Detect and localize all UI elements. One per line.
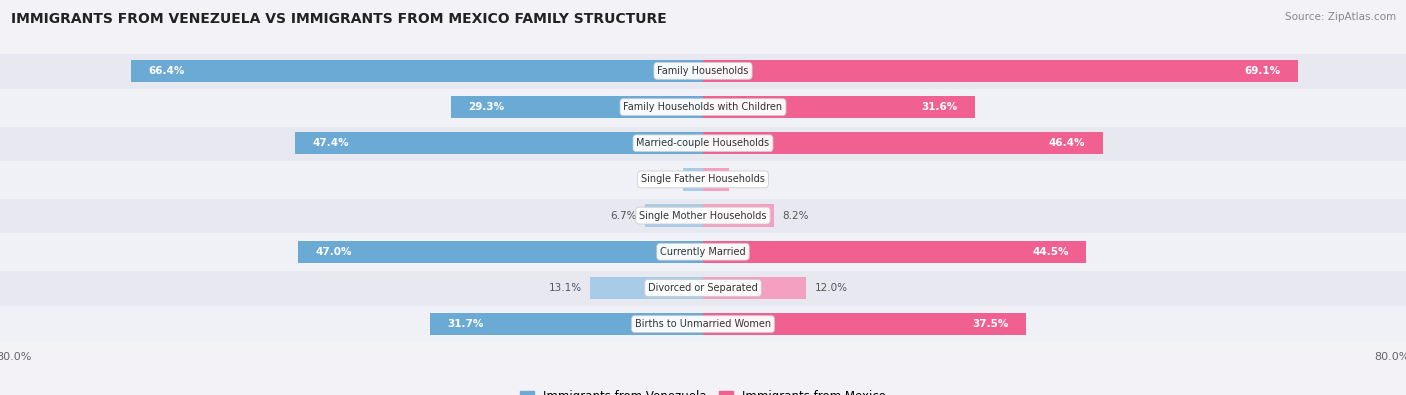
Text: 29.3%: 29.3% (468, 102, 503, 112)
Bar (0, 271, 1406, 305)
Text: 12.0%: 12.0% (815, 283, 848, 293)
Text: 47.0%: 47.0% (315, 247, 352, 257)
Bar (703, 132, 1102, 154)
Text: 2.3%: 2.3% (648, 175, 675, 184)
Bar (298, 241, 703, 263)
Bar (0, 235, 1406, 268)
Bar (451, 96, 703, 118)
Bar (295, 132, 703, 154)
Text: 31.6%: 31.6% (922, 102, 957, 112)
Text: Family Households: Family Households (658, 66, 748, 76)
Text: Married-couple Households: Married-couple Households (637, 138, 769, 148)
Text: 8.2%: 8.2% (782, 211, 808, 220)
Text: Single Father Households: Single Father Households (641, 175, 765, 184)
Text: 69.1%: 69.1% (1244, 66, 1281, 76)
Text: 47.4%: 47.4% (312, 138, 349, 148)
Text: Divorced or Separated: Divorced or Separated (648, 283, 758, 293)
Bar (703, 241, 1087, 263)
Text: 66.4%: 66.4% (149, 66, 184, 76)
Bar (703, 96, 976, 118)
Text: 3.0%: 3.0% (738, 175, 763, 184)
Bar (683, 168, 703, 191)
Bar (0, 90, 1406, 124)
Text: Births to Unmarried Women: Births to Unmarried Women (636, 319, 770, 329)
Text: IMMIGRANTS FROM VENEZUELA VS IMMIGRANTS FROM MEXICO FAMILY STRUCTURE: IMMIGRANTS FROM VENEZUELA VS IMMIGRANTS … (11, 12, 666, 26)
Bar (703, 277, 807, 299)
Bar (703, 204, 773, 227)
Bar (0, 307, 1406, 341)
Bar (131, 60, 703, 82)
Text: 13.1%: 13.1% (548, 283, 582, 293)
Bar (703, 313, 1026, 335)
Text: Currently Married: Currently Married (661, 247, 745, 257)
Text: 31.7%: 31.7% (447, 319, 484, 329)
Bar (0, 127, 1406, 160)
Bar (0, 199, 1406, 232)
Bar (430, 313, 703, 335)
Text: Family Households with Children: Family Households with Children (623, 102, 783, 112)
Text: 46.4%: 46.4% (1049, 138, 1085, 148)
Bar (703, 168, 728, 191)
Text: Source: ZipAtlas.com: Source: ZipAtlas.com (1285, 12, 1396, 22)
Bar (703, 60, 1298, 82)
Text: Single Mother Households: Single Mother Households (640, 211, 766, 220)
Legend: Immigrants from Venezuela, Immigrants from Mexico: Immigrants from Venezuela, Immigrants fr… (515, 385, 891, 395)
Bar (0, 163, 1406, 196)
Bar (0, 54, 1406, 88)
Bar (591, 277, 703, 299)
Bar (645, 204, 703, 227)
Text: 37.5%: 37.5% (973, 319, 1008, 329)
Text: 44.5%: 44.5% (1032, 247, 1069, 257)
Text: 6.7%: 6.7% (610, 211, 637, 220)
